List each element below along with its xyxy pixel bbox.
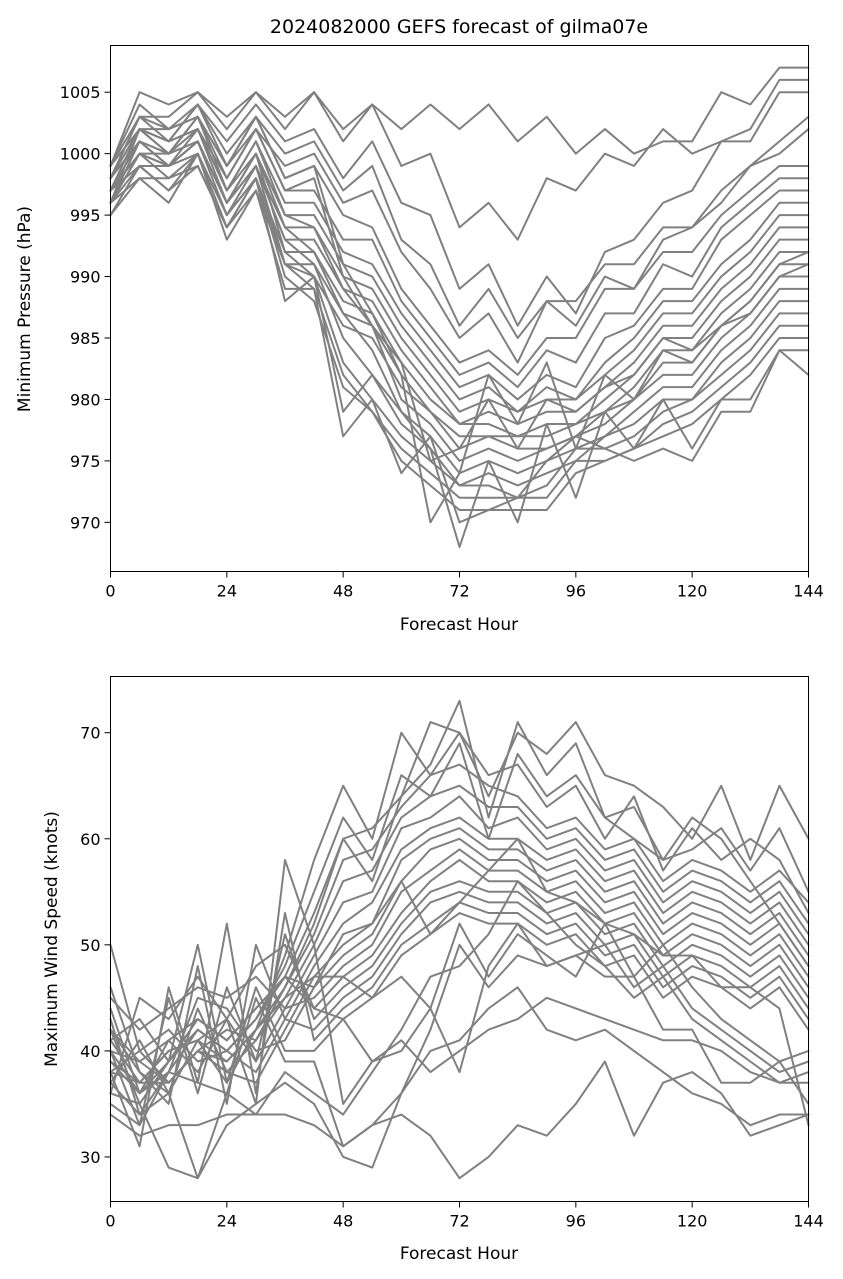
pressure-y-tick-label: 975 — [70, 452, 101, 471]
wind-y-tick-label: 30 — [80, 1148, 100, 1167]
pressure-member-line-21 — [109, 152, 810, 524]
wind-x-ticks: 0 24 48 72 96 120 144 — [105, 1201, 824, 1231]
pressure-x-tick-label: 120 — [677, 582, 708, 601]
pressure-member-line-3 — [109, 91, 810, 327]
wind-member-line-6 — [109, 784, 810, 1084]
wind-member-line-11 — [109, 848, 810, 1031]
pressure-y-tick-label: 970 — [70, 513, 101, 532]
pressure-y-tick-label: 990 — [70, 268, 101, 287]
pressure-y-tick-label: 985 — [70, 329, 101, 348]
pressure-member-line-2 — [109, 78, 810, 241]
wind-member-line-9 — [109, 827, 810, 1095]
pressure-plot-frame — [110, 45, 809, 572]
wind-y-tick-label: 60 — [80, 830, 100, 849]
pressure-panel: 2024082000 GEFS forecast of gilma07e 970… — [15, 16, 824, 635]
wind-member-line-23 — [109, 922, 810, 1105]
pressure-y-axis-label: Minimum Pressure (hPa) — [15, 206, 35, 412]
pressure-x-tick-label: 72 — [449, 582, 469, 601]
wind-member-line-16 — [109, 912, 810, 1084]
pressure-x-tick-label: 48 — [333, 582, 353, 601]
wind-plot-frame — [110, 676, 809, 1202]
wind-x-tick-label: 120 — [677, 1212, 708, 1231]
pressure-x-tick-label: 144 — [793, 582, 824, 601]
pressure-member-line-19 — [109, 128, 810, 499]
pressure-x-tick-label: 24 — [217, 582, 237, 601]
wind-member-line-10 — [109, 837, 810, 1116]
pressure-series-group — [109, 66, 810, 548]
wind-y-axis-label: Maximum Wind Speed (knots) — [42, 811, 62, 1067]
wind-member-line-17 — [109, 858, 810, 1105]
wind-member-line-24 — [109, 837, 810, 1127]
pressure-member-line-1 — [109, 66, 810, 167]
wind-x-tick-label: 144 — [793, 1212, 824, 1231]
pressure-member-line-22 — [109, 152, 810, 548]
pressure-y-ticks: 970 975 980 985 990 995 1000 1005 — [60, 83, 111, 532]
pressure-member-line-20 — [109, 140, 810, 512]
wind-panel: 30 40 50 60 70 0 24 48 72 96 120 144 Forecast Hour… — [42, 676, 824, 1264]
wind-y-tick-label: 50 — [80, 936, 100, 955]
wind-y-tick-label: 70 — [80, 724, 100, 743]
pressure-y-tick-label: 980 — [70, 390, 101, 409]
wind-x-tick-label: 48 — [333, 1212, 353, 1231]
pressure-member-line-18 — [109, 115, 810, 499]
wind-member-line-13 — [109, 880, 810, 1127]
wind-x-axis-label: Forecast Hour — [400, 1244, 518, 1264]
pressure-member-line-23 — [109, 103, 810, 524]
wind-series-group — [109, 699, 810, 1180]
wind-x-tick-label: 96 — [566, 1212, 586, 1231]
pressure-x-ticks: 0 24 48 72 96 120 144 — [105, 571, 824, 601]
pressure-member-line-24 — [109, 115, 810, 462]
wind-member-line-21 — [109, 1060, 810, 1180]
wind-y-ticks: 30 40 50 60 70 — [80, 724, 111, 1167]
pressure-y-tick-label: 1005 — [60, 83, 101, 102]
pressure-x-axis-label: Forecast Hour — [400, 615, 518, 635]
wind-y-tick-label: 40 — [80, 1042, 100, 1061]
wind-x-tick-label: 72 — [449, 1212, 469, 1231]
wind-x-tick-label: 0 — [105, 1212, 115, 1231]
wind-member-line-22 — [109, 975, 810, 1095]
pressure-y-tick-label: 995 — [70, 206, 101, 225]
pressure-x-tick-label: 0 — [105, 582, 115, 601]
wind-member-line-20 — [109, 986, 810, 1180]
chart-title: 2024082000 GEFS forecast of gilma07e — [270, 16, 648, 38]
wind-x-tick-label: 24 — [217, 1212, 237, 1231]
pressure-x-tick-label: 96 — [566, 582, 586, 601]
wind-member-line-19 — [109, 880, 810, 1180]
pressure-y-tick-label: 1000 — [60, 145, 101, 164]
